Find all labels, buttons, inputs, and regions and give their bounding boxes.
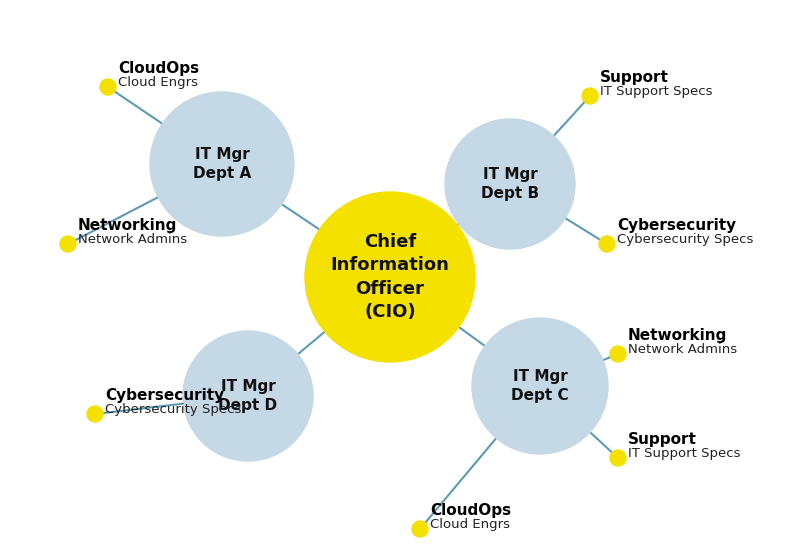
Text: IT Support Specs: IT Support Specs — [628, 447, 741, 460]
Text: IT Mgr
Dept D: IT Mgr Dept D — [218, 379, 278, 413]
Circle shape — [610, 346, 626, 362]
Text: IT Mgr
Dept C: IT Mgr Dept C — [511, 369, 569, 403]
Circle shape — [599, 236, 615, 252]
Text: Networking: Networking — [78, 218, 178, 233]
Text: IT Mgr
Dept B: IT Mgr Dept B — [481, 167, 539, 201]
Text: Chief
Information
Officer
(CIO): Chief Information Officer (CIO) — [330, 233, 450, 321]
Text: Support: Support — [628, 432, 697, 447]
Text: Cloud Engrs: Cloud Engrs — [430, 518, 510, 531]
Text: IT Mgr
Dept A: IT Mgr Dept A — [193, 147, 251, 181]
Text: CloudOps: CloudOps — [118, 61, 199, 76]
Circle shape — [582, 88, 598, 104]
Text: Networking: Networking — [628, 328, 727, 343]
Circle shape — [412, 521, 428, 537]
Text: Cloud Engrs: Cloud Engrs — [118, 76, 198, 89]
Text: Network Admins: Network Admins — [628, 343, 737, 356]
Circle shape — [445, 119, 575, 249]
Text: Cybersecurity Specs: Cybersecurity Specs — [105, 403, 242, 416]
Text: Support: Support — [600, 70, 669, 85]
Text: Cybersecurity: Cybersecurity — [617, 218, 736, 233]
Text: IT Support Specs: IT Support Specs — [600, 85, 713, 98]
Circle shape — [610, 450, 626, 466]
Circle shape — [100, 79, 116, 95]
Text: CloudOps: CloudOps — [430, 503, 511, 518]
Text: Cybersecurity: Cybersecurity — [105, 388, 224, 403]
Circle shape — [60, 236, 76, 252]
Circle shape — [87, 406, 103, 422]
Text: Network Admins: Network Admins — [78, 233, 187, 246]
Text: Cybersecurity Specs: Cybersecurity Specs — [617, 233, 754, 246]
Circle shape — [183, 331, 313, 461]
Circle shape — [305, 192, 475, 362]
Circle shape — [472, 318, 608, 454]
Circle shape — [150, 92, 294, 236]
